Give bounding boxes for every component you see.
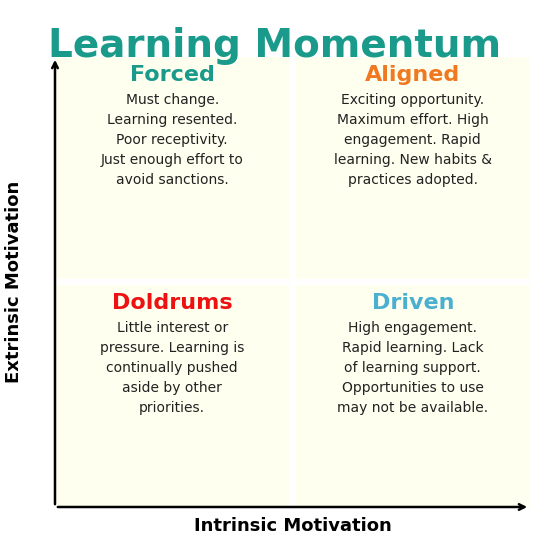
Bar — [55, 285, 289, 507]
Text: Aligned: Aligned — [365, 65, 460, 85]
Text: Driven: Driven — [371, 293, 454, 313]
Text: Exciting opportunity.
Maximum effort. High
engagement. Rapid
learning. New habit: Exciting opportunity. Maximum effort. Hi… — [334, 93, 492, 187]
Text: Doldrums: Doldrums — [112, 293, 233, 313]
Text: Extrinsic Motivation: Extrinsic Motivation — [5, 181, 23, 383]
Bar — [295, 285, 530, 507]
Bar — [55, 57, 289, 279]
Text: Forced: Forced — [130, 65, 214, 85]
Text: High engagement.
Rapid learning. Lack
of learning support.
Opportunities to use
: High engagement. Rapid learning. Lack of… — [337, 321, 488, 415]
Bar — [295, 57, 530, 279]
Text: Intrinsic Motivation: Intrinsic Motivation — [194, 517, 392, 535]
Text: Little interest or
pressure. Learning is
continually pushed
aside by other
prior: Little interest or pressure. Learning is… — [100, 321, 244, 415]
Text: Must change.
Learning resented.
Poor receptivity.
Just enough effort to
avoid sa: Must change. Learning resented. Poor rec… — [101, 93, 244, 187]
Text: Learning Momentum: Learning Momentum — [48, 27, 502, 65]
